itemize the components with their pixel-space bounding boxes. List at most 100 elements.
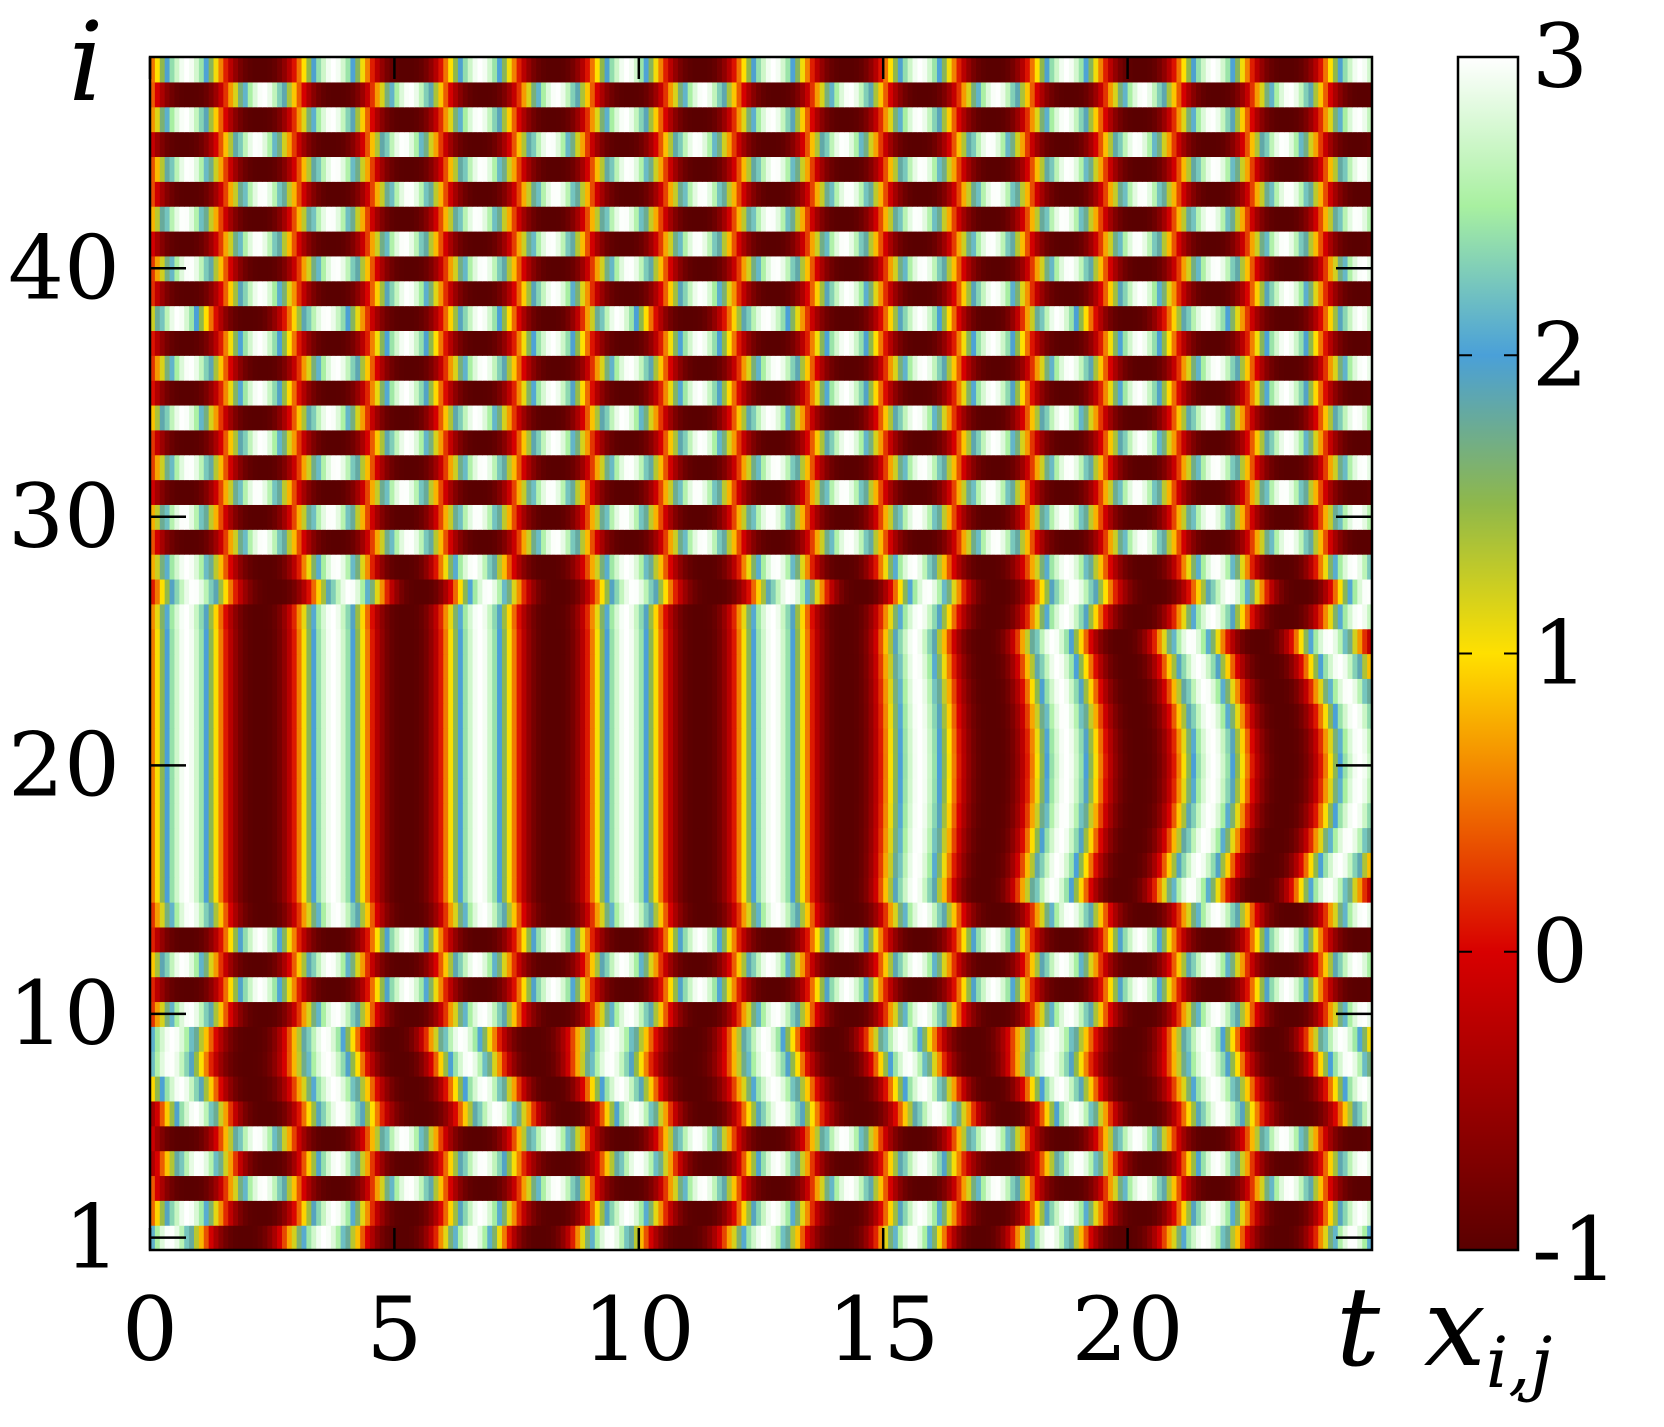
heatmap-cell xyxy=(609,1051,615,1077)
heatmap-cell xyxy=(355,827,361,853)
heatmap-cell xyxy=(193,877,200,903)
heatmap-cell xyxy=(956,1001,963,1027)
heatmap-cell xyxy=(971,1150,977,1177)
heatmap-cell xyxy=(1117,1200,1124,1226)
heatmap-cell xyxy=(624,1125,630,1152)
heatmap-cell xyxy=(844,1175,850,1201)
heatmap-cell xyxy=(267,852,273,878)
heatmap-cell xyxy=(1196,1175,1202,1201)
heatmap-cell xyxy=(858,827,865,853)
heatmap-cell xyxy=(1039,852,1046,878)
heatmap-cell xyxy=(619,926,625,953)
heatmap-cell xyxy=(1122,1225,1129,1251)
heatmap-cell xyxy=(228,1100,234,1127)
heatmap-cell xyxy=(800,902,806,928)
heatmap-cell xyxy=(643,1225,650,1251)
heatmap-cell xyxy=(1068,902,1075,928)
heatmap-cell xyxy=(897,1076,904,1102)
heatmap-cell xyxy=(1005,752,1011,779)
heatmap-cell xyxy=(360,852,366,878)
heatmap-cell xyxy=(717,1026,723,1052)
heatmap-cell xyxy=(340,1225,347,1251)
heatmap-cell xyxy=(1127,1100,1134,1127)
heatmap-cell xyxy=(897,951,904,978)
heatmap-cell xyxy=(1005,852,1011,878)
heatmap-cell xyxy=(824,1150,831,1177)
heatmap-cell xyxy=(1166,1175,1173,1201)
heatmap-cell xyxy=(1220,752,1226,779)
heatmap-cell xyxy=(1171,902,1178,928)
heatmap-cell xyxy=(462,877,469,903)
heatmap-cell xyxy=(858,926,865,953)
heatmap-cell xyxy=(609,1175,615,1201)
heatmap-cell xyxy=(927,951,933,978)
heatmap-cell xyxy=(775,877,782,903)
heatmap-cell xyxy=(360,877,366,903)
heatmap-cell xyxy=(169,976,176,1003)
heatmap-cell xyxy=(252,1150,259,1177)
heatmap-cell xyxy=(1274,802,1280,829)
heatmap-cell xyxy=(506,802,513,829)
heatmap-cell xyxy=(1000,1076,1006,1102)
heatmap-cell xyxy=(1098,802,1104,829)
heatmap-cell xyxy=(756,877,762,903)
heatmap-cell xyxy=(902,976,909,1003)
heatmap-cell xyxy=(795,1051,801,1077)
heatmap-cell xyxy=(643,752,650,779)
heatmap-cell xyxy=(1200,902,1207,928)
heatmap-cell xyxy=(1200,1051,1207,1077)
heatmap-cell xyxy=(1293,1026,1300,1052)
heatmap-cell xyxy=(384,1200,391,1226)
heatmap-cell xyxy=(1112,802,1119,829)
heatmap-cell xyxy=(296,802,303,829)
heatmap-cell xyxy=(902,827,909,853)
heatmap-cell xyxy=(980,827,987,853)
heatmap-cell xyxy=(976,1076,982,1102)
heatmap-cell xyxy=(1166,1026,1173,1052)
heatmap-cell xyxy=(1284,1026,1290,1052)
heatmap-cell xyxy=(1034,1175,1041,1201)
heatmap-cell xyxy=(1274,1076,1280,1102)
heatmap-cell xyxy=(848,1076,855,1102)
heatmap-cell xyxy=(897,926,904,953)
heatmap-cell xyxy=(1064,752,1070,779)
heatmap-cell xyxy=(1323,752,1329,779)
heatmap-cell xyxy=(1288,1100,1295,1127)
heatmap-cell xyxy=(1284,1225,1290,1251)
heatmap-cell xyxy=(497,1100,503,1127)
heatmap-cell xyxy=(472,1100,479,1127)
heatmap-cell xyxy=(1147,1026,1153,1052)
heatmap-cell xyxy=(888,1200,894,1226)
heatmap-cell xyxy=(1034,1026,1041,1052)
heatmap-cell xyxy=(1244,1150,1251,1177)
heatmap-cell xyxy=(1264,1175,1270,1201)
heatmap-cell xyxy=(912,877,919,903)
heatmap-cell xyxy=(873,802,879,829)
heatmap-cell xyxy=(1181,1001,1187,1027)
heatmap-cell xyxy=(262,1225,268,1251)
heatmap-cell xyxy=(1298,902,1305,928)
heatmap-cell xyxy=(1264,1076,1270,1102)
heatmap-cell xyxy=(1161,752,1168,779)
heatmap-cell xyxy=(237,1051,244,1077)
heatmap-cell xyxy=(516,877,523,903)
heatmap-cell xyxy=(228,1076,234,1102)
heatmap-cell xyxy=(609,926,615,953)
heatmap-cell xyxy=(413,1200,420,1226)
heatmap-cell xyxy=(1176,777,1182,804)
heatmap-cell xyxy=(541,1076,547,1102)
heatmap-cell xyxy=(585,951,591,978)
heatmap-cell xyxy=(169,926,176,953)
heatmap-cell xyxy=(1112,1076,1119,1102)
heatmap-cell xyxy=(682,852,689,878)
heatmap-cell xyxy=(428,1051,435,1077)
heatmap-cell xyxy=(1362,976,1368,1003)
heatmap-cell xyxy=(1152,1026,1158,1052)
heatmap-cell xyxy=(780,1200,787,1226)
heatmap-cell xyxy=(374,1150,381,1177)
heatmap-cell xyxy=(1191,1175,1197,1201)
heatmap-cell xyxy=(888,752,894,779)
heatmap-cell xyxy=(536,802,542,829)
heatmap-cell xyxy=(1083,902,1090,928)
heatmap-cell xyxy=(1088,802,1094,829)
